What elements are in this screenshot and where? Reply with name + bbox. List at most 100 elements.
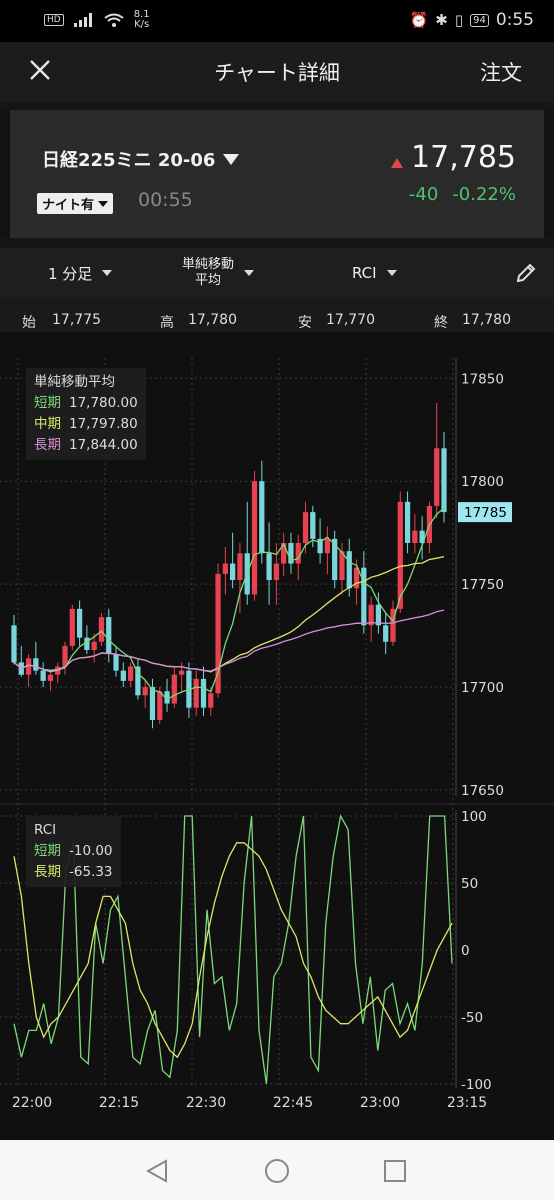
status-bar: HD 8.1 K/s ⏰ ✱ ▯ 94 0:55 (0, 0, 554, 42)
network-speed: 8.1 K/s (133, 9, 150, 30)
ma-long-label: 長期 (34, 437, 61, 453)
high-value: 17,780 (188, 312, 237, 328)
candle-body (171, 674, 177, 704)
last-price-tag (458, 502, 512, 523)
chevron-down-icon (102, 270, 113, 276)
chart-canvas: 22:00 22:15 22:30 22:45 23:00 23:15 17850 17800… (0, 358, 554, 1111)
candle-body (193, 678, 199, 708)
rci-long-value: -65.33 (69, 864, 113, 880)
candle-body (412, 530, 418, 543)
rci-legend: RCI 短期 -10.00 長期 -65.33 (26, 816, 121, 887)
rci-tick-label: 50 (461, 876, 478, 892)
candle-body (295, 542, 301, 564)
x-tick-label: 23:00 (360, 1095, 400, 1111)
candle-body (353, 567, 360, 589)
candle-body (383, 625, 389, 642)
close-label: 終 (434, 315, 448, 331)
candle-body (98, 617, 105, 642)
ma-legend-title: 単純移動平均 (34, 374, 115, 390)
candle-body (332, 538, 338, 581)
candle-body (127, 666, 134, 681)
indicator-selector[interactable]: RCI (352, 248, 397, 298)
session-selector[interactable]: ナイト有 (37, 193, 114, 214)
ma-legend: 単純移動平均 短期 17,780.00 中期 17,797.80 長期 17,844.… (26, 368, 146, 460)
rci-long-line (13, 842, 453, 1059)
candle-body (69, 608, 75, 646)
hd-icon: HD (44, 14, 64, 26)
change-percent: -0.22% (452, 184, 516, 205)
candle-body (404, 501, 411, 543)
candle-body (47, 674, 54, 681)
divider (0, 238, 554, 248)
candle-body (208, 693, 214, 708)
system-nav-bar (0, 1140, 554, 1200)
candle-body (215, 573, 221, 694)
candle-body (339, 551, 345, 581)
price-value: 17,785 (411, 140, 516, 175)
candle-body (91, 641, 97, 651)
candle-body (222, 563, 228, 574)
pencil-icon[interactable] (514, 261, 538, 285)
back-icon[interactable] (144, 1158, 170, 1184)
rci-short-value: -10.00 (69, 843, 113, 859)
candle-body (441, 448, 447, 513)
candle-body (179, 670, 185, 675)
candle-body (62, 645, 68, 667)
candle-body (375, 604, 382, 626)
quote-time: 00:55 (138, 189, 193, 211)
candle-body (281, 542, 287, 564)
ohlc-row: 始 17,775 高 17,780 安 17,770 終 17,780 (0, 298, 554, 332)
low-value: 17,770 (326, 312, 375, 328)
price-change: -40 -0.22% (409, 184, 516, 205)
candle-body (368, 604, 374, 626)
ma-short-line (13, 507, 445, 701)
instrument-card: 日経225ミニ 20-06 ナイト有 00:55 17,785 -40 -0.2… (10, 110, 544, 238)
current-price: 17,785 (391, 140, 516, 175)
close-value: 17,780 (462, 312, 511, 328)
order-button[interactable]: 注文 (480, 61, 522, 85)
overlay-selector[interactable]: 単純移動 平均 (182, 248, 255, 298)
rci-tick-label: 0 (461, 943, 470, 959)
divider (0, 102, 554, 110)
candle-body (273, 563, 279, 581)
timeframe-selector[interactable]: 1 分足 (48, 248, 113, 298)
price-tick-label: 17750 (461, 577, 504, 593)
rci-tick-label: 100 (461, 809, 487, 825)
candle-body (149, 687, 156, 721)
ma-mid-value: 17,797.80 (69, 416, 138, 432)
x-tick-label: 23:15 (447, 1095, 487, 1111)
candle-body (200, 678, 207, 708)
candle-body (157, 691, 163, 721)
candle-body (84, 637, 90, 651)
wifi-icon (104, 13, 124, 27)
home-icon[interactable] (264, 1158, 290, 1184)
candle-body (40, 670, 46, 681)
rci-tick-label: -50 (461, 1010, 483, 1026)
overlay-label: 単純移動 平均 (182, 257, 235, 288)
rci-short-line (13, 814, 453, 1085)
rci-legend-title: RCI (34, 822, 57, 838)
ma-long-line (13, 609, 445, 672)
x-tick-label: 22:30 (186, 1095, 226, 1111)
price-tick-label: 17700 (461, 680, 504, 696)
battery-indicator: 94 (470, 13, 489, 27)
candle-body (11, 625, 17, 663)
x-tick-label: 22:45 (273, 1095, 313, 1111)
candle-body (259, 481, 265, 554)
candle-body (302, 512, 309, 543)
chart-area[interactable]: 22:00 22:15 22:30 22:45 23:00 23:15 17850 17800… (0, 332, 554, 1140)
instrument-selector[interactable]: 日経225ミニ 20-06 (42, 146, 240, 172)
candle-body (230, 563, 236, 581)
change-value: -40 (408, 184, 439, 205)
session-label: ナイト有 (42, 198, 95, 213)
alarm-icon: ⏰ (409, 11, 429, 29)
price-tick-label: 17650 (461, 783, 504, 799)
candle-body (397, 501, 403, 609)
ma-mid-label: 中期 (34, 416, 61, 432)
close-icon[interactable] (28, 58, 52, 82)
bluetooth-icon: ✱ (435, 11, 448, 29)
open-value: 17,775 (52, 312, 101, 328)
candle-body (237, 553, 243, 581)
candle-body (390, 608, 396, 642)
recents-icon[interactable] (383, 1159, 407, 1183)
